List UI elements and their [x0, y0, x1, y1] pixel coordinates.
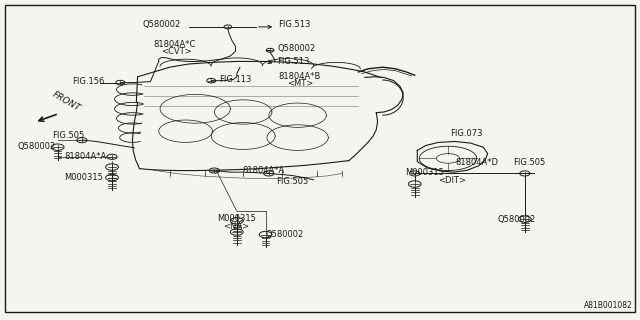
Text: <CVT>: <CVT>	[161, 47, 192, 56]
Text: M000315: M000315	[64, 173, 103, 182]
Text: M000315: M000315	[405, 168, 444, 177]
Text: <DIT>: <DIT>	[438, 176, 467, 185]
Text: FIG.505: FIG.505	[52, 131, 84, 140]
Text: FIG.505: FIG.505	[513, 158, 545, 167]
Text: Q580002: Q580002	[277, 44, 316, 53]
Text: 81804A*D: 81804A*D	[456, 158, 499, 167]
Text: FRONT: FRONT	[51, 90, 83, 113]
Text: M000315: M000315	[218, 214, 257, 223]
Text: 81804A*C: 81804A*C	[154, 40, 196, 49]
Text: FIG.156: FIG.156	[72, 77, 105, 86]
Text: FIG.513: FIG.513	[278, 20, 311, 29]
Text: A81B001082: A81B001082	[584, 301, 632, 310]
Text: <NA>: <NA>	[223, 222, 249, 231]
Text: Q580002: Q580002	[498, 215, 536, 224]
Text: FIG.505: FIG.505	[276, 177, 308, 186]
Text: Q580002: Q580002	[266, 230, 304, 239]
Text: 81804A*B: 81804A*B	[278, 72, 321, 81]
Text: Q580002: Q580002	[17, 142, 56, 151]
Text: <MT>: <MT>	[287, 79, 313, 88]
Text: FIG.113: FIG.113	[219, 76, 252, 84]
Text: 81804A*A: 81804A*A	[242, 166, 284, 175]
Text: FIG.073: FIG.073	[450, 129, 483, 138]
Text: FIG.513: FIG.513	[277, 57, 310, 66]
Text: 81804A*A: 81804A*A	[64, 152, 106, 161]
Text: Q580002: Q580002	[142, 20, 180, 29]
